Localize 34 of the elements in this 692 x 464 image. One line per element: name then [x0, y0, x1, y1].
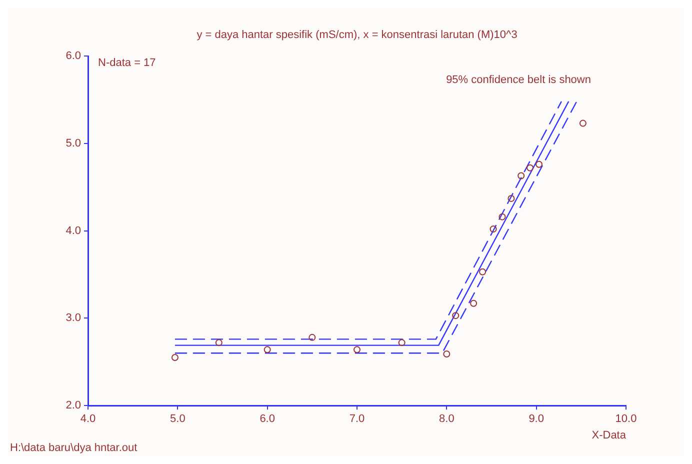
y-tick-label: 2.0: [66, 400, 81, 412]
point: [490, 226, 497, 233]
x-tick-label: 6.0: [260, 413, 275, 426]
point: [470, 300, 478, 307]
point: [308, 334, 316, 341]
chart-title: y = daya hantar spesifik (mS/cm), x = konsentrasi larutan (M)10^3: [196, 29, 518, 42]
y-tick-label: 6.0: [66, 50, 81, 62]
x-axis-title: X-Data: [592, 429, 627, 442]
point: [171, 354, 178, 362]
annotation: 95% confidence belt is shown: [446, 74, 591, 86]
point: [508, 194, 515, 202]
point: [354, 346, 360, 354]
x-tick-label: 8.0: [439, 413, 454, 426]
y-tick-label: 5.0: [66, 137, 81, 150]
x-tick-label: 5.0: [170, 413, 186, 426]
text: H:\data baru\dya hntar.out: [10, 442, 138, 454]
x-tick-label: 10.0: [615, 413, 637, 426]
x-tick-label: 4.0: [80, 413, 96, 426]
point: [452, 312, 460, 320]
point: [479, 268, 486, 276]
point: [443, 350, 450, 358]
point: [398, 339, 406, 346]
point: [215, 339, 222, 346]
y-tick-label: 4.0: [66, 224, 81, 237]
x-tick-label: 9.0: [528, 413, 544, 426]
point: [518, 172, 525, 180]
point: [526, 164, 534, 172]
x-tick-label: 7.0: [349, 413, 365, 426]
point: [264, 346, 271, 354]
y-tick-label: 3.0: [66, 312, 81, 324]
point: [498, 213, 506, 220]
point: [536, 160, 543, 168]
point: [579, 120, 586, 127]
annotation: N-data = 17: [98, 57, 156, 70]
